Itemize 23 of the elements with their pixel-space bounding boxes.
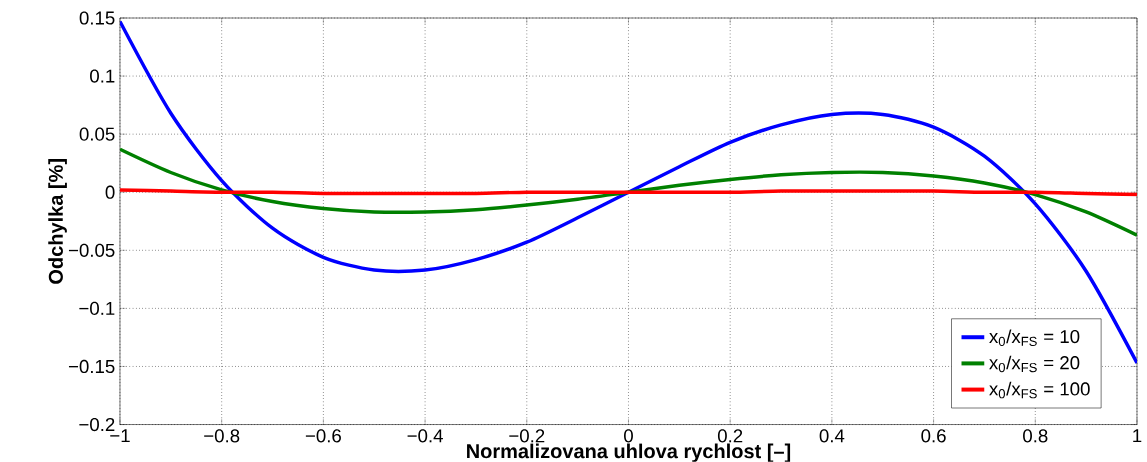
x-tick-label: 0.8 [1023, 429, 1048, 443]
y-tick-label: 0.15 [79, 11, 115, 25]
y-tick-label: 0 [105, 185, 115, 199]
y-tick-label: −0.1 [79, 301, 115, 316]
x-tick-label: 1 [1133, 429, 1142, 443]
x-tick-label: 0.6 [921, 429, 946, 443]
x-tick-label: −0.8 [204, 429, 240, 443]
y-axis-title: Odchylka [%] [48, 159, 67, 284]
legend-label: x$_{0}$/x$_{FS}$ = 20 [989, 355, 1080, 373]
x-tick-label: −0.2 [509, 429, 545, 443]
x-tick-label: −0.4 [407, 429, 443, 443]
y-tick-label: −0.15 [68, 359, 115, 374]
line-series [119, 147, 1137, 238]
y-tick-label: −0.05 [68, 243, 115, 257]
x-tick-label: 0.4 [819, 429, 845, 443]
legend-label: x$_{0}$/x$_{FS}$ = 100 [989, 381, 1090, 399]
x-tick-label: −0.6 [305, 429, 341, 443]
y-tick-label: 0.05 [79, 127, 115, 141]
y-tick-label: 0.1 [90, 69, 115, 83]
x-tick-label: 0.2 [717, 429, 743, 443]
x-tick-label: 0 [624, 429, 633, 443]
x-axis-title: Normalizovana uhlova rychlost [–] [467, 443, 791, 462]
legend-label: x$_{0}$/x$_{FS}$ = 10 [989, 329, 1080, 347]
